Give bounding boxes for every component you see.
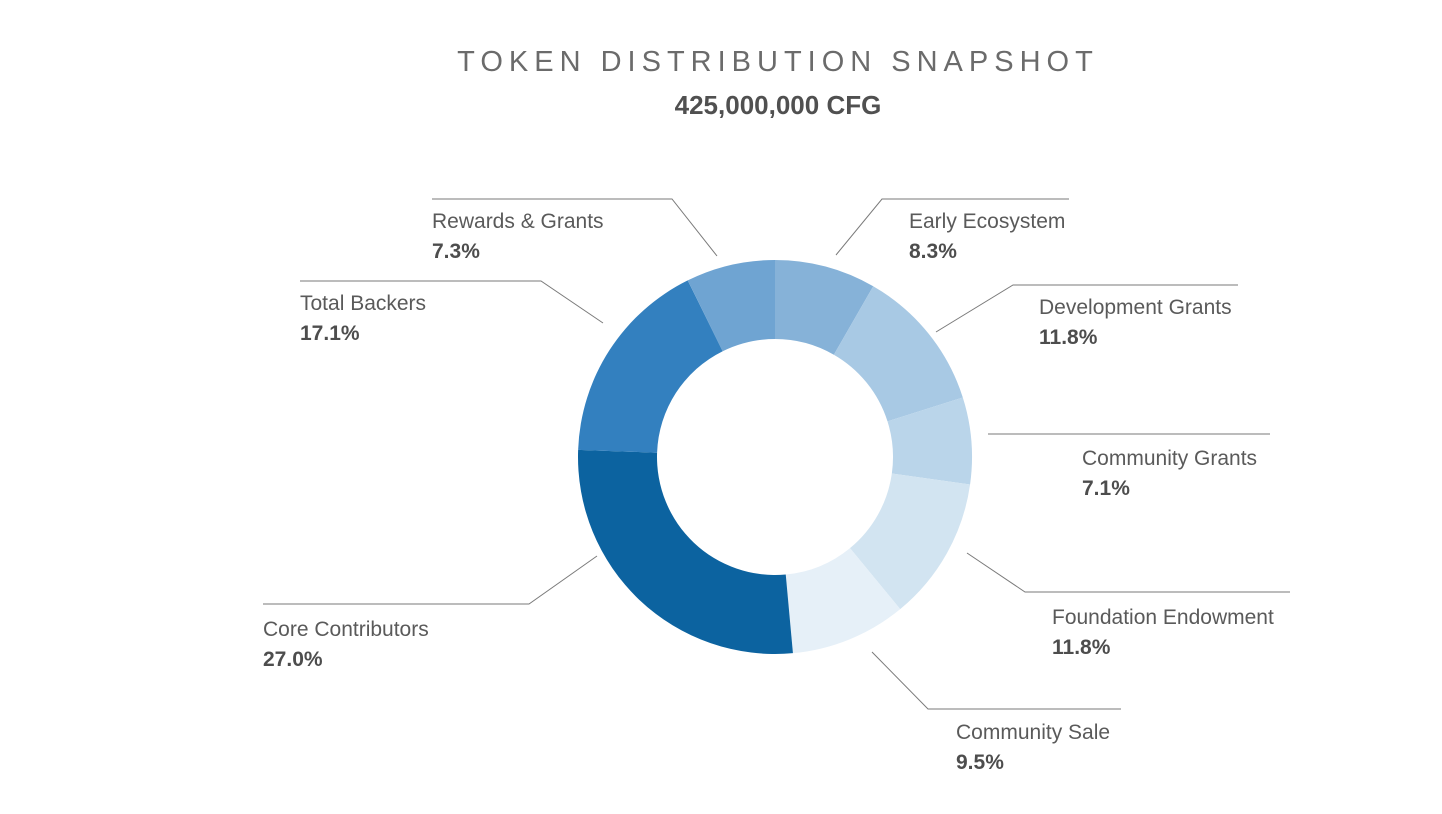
slice-value-early-ecosystem: 8.3% [909, 240, 957, 263]
slice-community-sale [785, 548, 901, 654]
chart-subtitle: 425,000,000 CFG [674, 90, 882, 120]
chart-title: TOKEN DISTRIBUTION SNAPSHOT [457, 46, 1099, 78]
leader-line-core-contributors [263, 555, 598, 605]
slice-foundation-endowment [849, 473, 971, 610]
slice-value-total-backers: 17.1% [300, 322, 360, 345]
slice-value-community-grants: 7.1% [1082, 477, 1130, 500]
slice-core-contributors [578, 449, 793, 654]
slice-label-community-sale: Community Sale [956, 721, 1110, 744]
slice-value-core-contributors: 27.0% [263, 648, 323, 671]
leader-line-total-backers [300, 280, 604, 324]
slice-label-core-contributors: Core Contributors [263, 618, 429, 641]
slice-label-total-backers: Total Backers [300, 292, 426, 315]
leader-line-development-grants [935, 284, 1238, 333]
leader-lines [263, 198, 1290, 710]
leader-line-foundation-endowment [966, 552, 1290, 593]
slice-label-early-ecosystem: Early Ecosystem [909, 210, 1065, 233]
slice-labels: Early Ecosystem 8.3% Development Grants 11.… [263, 210, 1274, 774]
donut-slices [578, 260, 972, 654]
slice-development-grants [833, 286, 963, 422]
slice-value-development-grants: 11.8% [1039, 326, 1098, 349]
slice-rewards-and-grants [687, 260, 775, 352]
leader-line-early-ecosystem [835, 198, 1069, 256]
slice-total-backers [578, 280, 723, 453]
slice-value-foundation-endowment: 11.8% [1052, 636, 1111, 659]
slice-value-community-sale: 9.5% [956, 751, 1004, 774]
leader-line-community-sale [871, 651, 1121, 710]
slice-community-grants [887, 397, 972, 485]
slice-early-ecosystem [775, 260, 874, 355]
slice-label-development-grants: Development Grants [1039, 296, 1232, 319]
slice-value-rewards-and-grants: 7.3% [432, 240, 480, 263]
slice-label-foundation-endowment: Foundation Endowment [1052, 606, 1274, 629]
slice-label-rewards-and-grants: Rewards & Grants [432, 210, 604, 233]
slice-label-community-grants: Community Grants [1082, 447, 1257, 470]
leader-line-rewards-and-grants [432, 198, 718, 257]
